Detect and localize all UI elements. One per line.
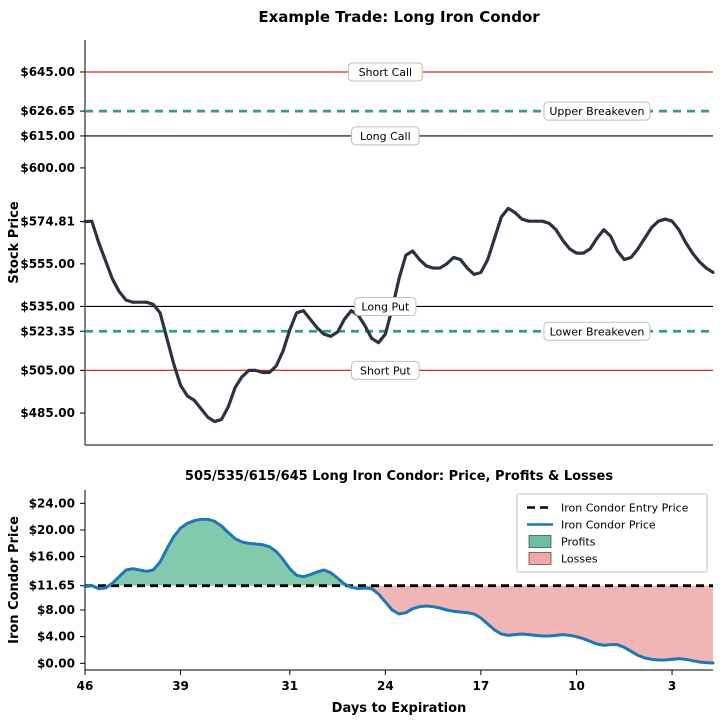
legend: Iron Condor Entry Price Iron Condor Price… xyxy=(517,494,707,572)
legend-label: Profits xyxy=(561,536,596,549)
bottom-ylabel: Iron Condor Price xyxy=(7,516,22,644)
bottom-xtick-label: 39 xyxy=(172,679,189,693)
svg-text:Long Call: Long Call xyxy=(360,130,411,143)
loss-region xyxy=(348,586,713,663)
bottom-ytick-label: $11.65 xyxy=(29,579,75,593)
bottom-ytick-label: $8.00 xyxy=(37,603,75,617)
bottom-ytick-label: $16.00 xyxy=(29,550,75,564)
bottom-xtick-label: 10 xyxy=(568,679,585,693)
bottom-xtick-label: 31 xyxy=(281,679,298,693)
chart-container: Example Trade: Long Iron Condor $485.00 $5… xyxy=(0,0,723,721)
profit-region xyxy=(109,519,348,585)
svg-text:Long Put: Long Put xyxy=(361,300,410,313)
top-ytick-label: $600.00 xyxy=(20,161,75,175)
top-ylabel: Stock Price xyxy=(7,201,22,283)
top-ytick-label: $485.00 xyxy=(20,406,75,420)
chart-svg: Example Trade: Long Iron Condor $485.00 $5… xyxy=(0,0,723,721)
line-label: Long Call xyxy=(352,127,420,145)
top-ytick-label: $555.00 xyxy=(20,257,75,271)
bottom-ytick-label: $20.00 xyxy=(29,523,75,537)
line-label: Lower Breakeven xyxy=(544,322,650,340)
top-ytick-label: $505.00 xyxy=(20,363,75,377)
top-ytick-label: $645.00 xyxy=(20,65,75,79)
bottom-ytick-label: $0.00 xyxy=(37,656,75,670)
legend-label: Iron Condor Entry Price xyxy=(561,502,689,515)
line-label: Short Put xyxy=(352,361,420,379)
bottom-title: 505/535/615/645 Long Iron Condor: Price,… xyxy=(185,469,613,484)
bottom-xtick-label: 46 xyxy=(77,679,94,693)
top-ytick-label: $535.00 xyxy=(20,299,75,313)
bottom-ytick-label: $4.00 xyxy=(37,630,75,644)
top-ytick-label: $574.81 xyxy=(20,215,75,229)
line-label: Long Put xyxy=(355,297,416,315)
svg-text:Lower Breakeven: Lower Breakeven xyxy=(550,325,645,338)
bottom-ytick-label: $24.00 xyxy=(29,496,75,510)
svg-text:Upper Breakeven: Upper Breakeven xyxy=(549,105,644,118)
line-label: Upper Breakeven xyxy=(544,102,650,120)
svg-text:Short Call: Short Call xyxy=(359,66,413,79)
bottom-xtick-label: 3 xyxy=(668,679,676,693)
top-title: Example Trade: Long Iron Condor xyxy=(258,8,540,26)
line-label: Short Call xyxy=(348,63,422,81)
top-ytick-label: $626.65 xyxy=(20,104,75,118)
legend-label: Losses xyxy=(561,553,598,566)
top-ytick-label: $615.00 xyxy=(20,129,75,143)
top-ytick-label: $523.35 xyxy=(20,324,75,338)
bottom-xtick-label: 24 xyxy=(377,679,394,693)
bottom-xtick-label: 17 xyxy=(473,679,490,693)
svg-text:Short Put: Short Put xyxy=(360,364,411,377)
legend-label: Iron Condor Price xyxy=(561,519,656,532)
bottom-xlabel: Days to Expiration xyxy=(332,701,467,716)
